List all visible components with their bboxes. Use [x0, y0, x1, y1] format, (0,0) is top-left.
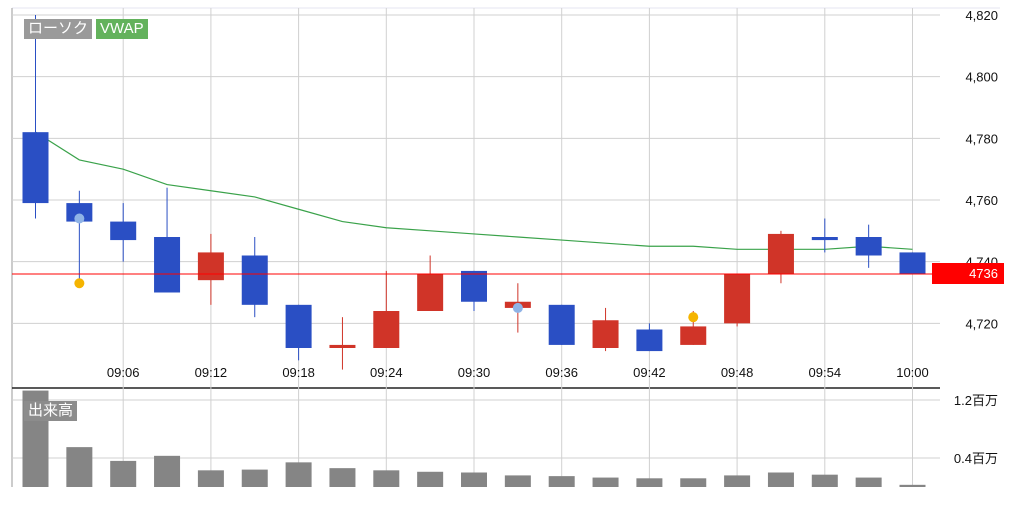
volume-tick-label: 0.4百万	[954, 451, 998, 466]
candle-series	[22, 15, 926, 370]
candle-body	[373, 311, 400, 348]
volume-bar	[548, 476, 575, 487]
candle-body	[548, 304, 575, 345]
volume-tick-label: 1.2百万	[954, 393, 998, 408]
event-markers	[74, 213, 699, 323]
y-tick-label: 4,800	[965, 70, 998, 85]
candle-body	[767, 233, 794, 274]
candle-body	[22, 132, 49, 204]
volume-bar	[154, 455, 181, 487]
event-marker	[74, 213, 85, 224]
candle-body	[461, 270, 487, 302]
candle-body	[855, 237, 882, 256]
volume-bar	[680, 478, 707, 487]
x-tick-label: 09:12	[195, 365, 228, 380]
x-tick-label: 09:36	[545, 365, 578, 380]
candle-body	[285, 304, 312, 348]
x-tick-label: 09:18	[282, 365, 315, 380]
candle-body	[417, 274, 444, 311]
y-tick-label: 4,820	[965, 8, 998, 23]
candle-body	[197, 252, 224, 281]
candle-body	[592, 320, 619, 348]
y-tick-label: 4,780	[965, 131, 998, 146]
x-tick-label: 09:06	[107, 365, 140, 380]
vwap-series	[35, 131, 913, 250]
volume-bar	[592, 477, 619, 487]
x-tick-label: 10:00	[896, 365, 929, 380]
vwap-line	[35, 131, 913, 250]
x-tick-label: 09:24	[370, 365, 403, 380]
y-tick-label: 4,720	[965, 316, 998, 331]
x-tick-label: 09:54	[809, 365, 842, 380]
volume-bar	[899, 484, 926, 487]
event-marker	[512, 302, 523, 313]
candle-body	[680, 326, 707, 345]
event-marker	[688, 312, 699, 323]
volume-bar	[241, 469, 268, 487]
volume-bar	[66, 447, 93, 487]
volume-bar	[110, 460, 137, 487]
legend-vwap[interactable]: VWAP	[96, 19, 148, 39]
volume-bar	[855, 477, 882, 487]
volume-bar	[285, 462, 312, 487]
candle-body	[154, 237, 181, 293]
y-tick-label: 4,760	[965, 193, 998, 208]
x-tick-label: 09:30	[458, 365, 491, 380]
current-price-badge: 4736	[932, 263, 1004, 284]
candle-body	[66, 203, 93, 222]
candle-body	[811, 237, 838, 241]
candle-body	[329, 344, 356, 348]
volume-bar	[417, 471, 444, 487]
candle-body	[724, 274, 751, 324]
volume-bar	[724, 475, 751, 487]
legend-volume[interactable]: 出来高	[24, 401, 78, 421]
volume-bar	[811, 474, 838, 487]
candle-body	[899, 252, 926, 274]
legend-candlestick[interactable]: ローソク	[24, 19, 93, 39]
volume-bar	[329, 468, 356, 487]
volume-bar	[504, 475, 531, 487]
candle-body	[241, 255, 268, 305]
volume-bar	[767, 472, 794, 487]
event-marker	[74, 278, 85, 289]
x-tick-label: 09:42	[633, 365, 666, 380]
volume-bar	[373, 470, 400, 487]
axis-labels: 4,7204,7404,7604,7804,8004,82009:0609:12…	[107, 8, 998, 466]
candle-body	[636, 329, 663, 352]
volume-bar	[197, 470, 224, 487]
volume-bar	[636, 478, 663, 487]
candle-body	[110, 221, 137, 241]
x-tick-label: 09:48	[721, 365, 754, 380]
volume-bar	[461, 472, 487, 487]
